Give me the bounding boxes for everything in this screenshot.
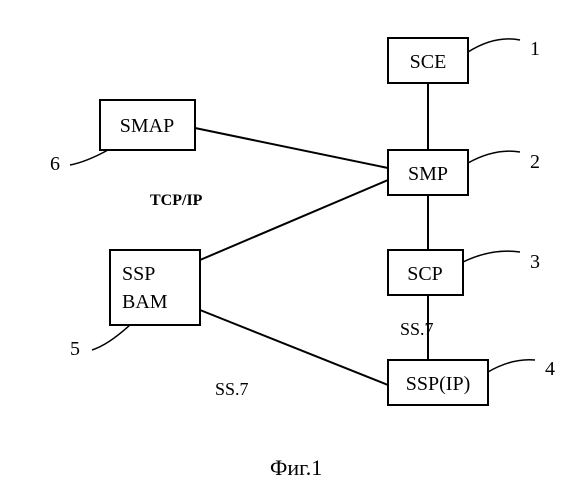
ref-1: 1 — [530, 38, 540, 60]
node-sspbam-label1: SSP — [122, 263, 155, 285]
node-sspip: SSP(IP) — [388, 360, 488, 405]
node-smap-label: SMAP — [120, 115, 174, 137]
edge-label-ss7-right: SS.7 — [400, 319, 434, 339]
edge-sspbam-sspip — [200, 310, 388, 385]
edge-sspbam-smp — [200, 180, 388, 260]
node-sce-label: SCE — [410, 51, 447, 73]
ref-2: 2 — [530, 151, 540, 173]
leader-3 — [463, 251, 520, 262]
node-sspbam-label2: BAM — [122, 291, 168, 313]
figure-caption: Фиг.1 — [270, 455, 322, 480]
node-sspbam: SSP BAM — [110, 250, 200, 325]
edge-smap-smp — [195, 128, 388, 168]
leader-1 — [468, 39, 520, 52]
network-diagram: SCE SMAP SMP SCP SSP(IP) SSP BAM TCP/IP … — [0, 0, 577, 500]
node-smp-label: SMP — [408, 163, 448, 185]
edge-label-ss7-bottom: SS.7 — [215, 379, 249, 399]
ref-6: 6 — [50, 153, 60, 175]
leader-6 — [70, 150, 108, 165]
node-sce: SCE — [388, 38, 468, 83]
ref-5: 5 — [70, 338, 80, 360]
node-scp: SCP — [388, 250, 463, 295]
node-smap: SMAP — [100, 100, 195, 150]
leader-4 — [488, 360, 535, 372]
leader-5 — [92, 325, 130, 350]
edge-label-tcpip: TCP/IP — [150, 192, 203, 209]
ref-4: 4 — [545, 358, 555, 380]
leader-2 — [468, 151, 520, 163]
node-scp-label: SCP — [407, 263, 443, 285]
ref-3: 3 — [530, 251, 540, 273]
node-sspip-label: SSP(IP) — [406, 373, 470, 395]
node-smp: SMP — [388, 150, 468, 195]
